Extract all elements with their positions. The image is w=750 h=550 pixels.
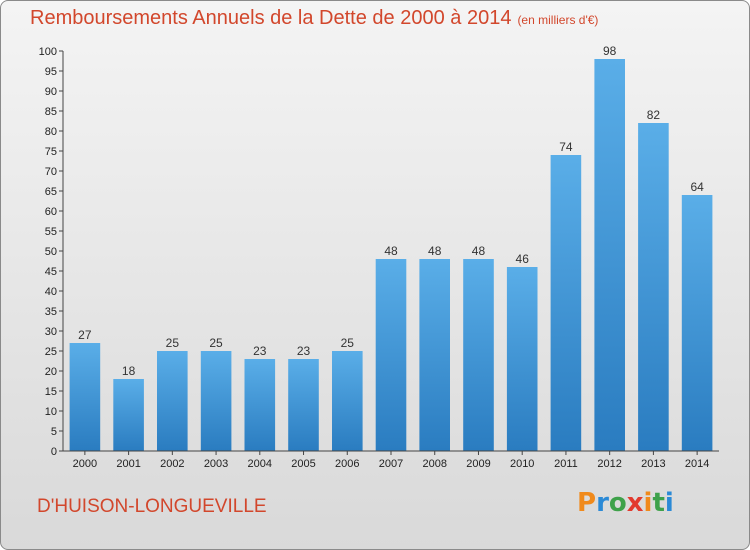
y-tick-label: 80 (45, 126, 57, 138)
bar-value-label: 25 (209, 336, 223, 350)
y-tick-label: 0 (51, 446, 57, 458)
y-tick-label: 60 (45, 206, 57, 218)
y-tick-label: 45 (45, 266, 57, 278)
chart-subtitle: (en milliers d'€) (517, 13, 599, 27)
x-tick-label: 2014 (685, 458, 709, 470)
bar-2010 (506, 267, 538, 451)
y-tick-label: 20 (45, 366, 57, 378)
bar-value-label: 27 (78, 328, 92, 342)
bar-value-label: 48 (384, 244, 398, 258)
x-axis: 2000 2001 2002 2003 2004 2005 2006 2007 2008 2009… (63, 450, 719, 470)
y-tick-label: 25 (45, 346, 57, 358)
x-tick-label: 2006 (335, 458, 359, 470)
bar-value-label: 25 (341, 336, 355, 350)
chart-title-text: Remboursements Annuels de la Dette de 20… (30, 7, 512, 29)
y-tick-label: 65 (45, 186, 57, 198)
bar-value-label: 82 (647, 108, 661, 122)
bar-2007 (375, 259, 407, 451)
y-tick-label: 35 (45, 306, 57, 318)
bar-value-label: 48 (428, 244, 442, 258)
y-tick-label: 30 (45, 326, 57, 338)
y-tick-label: 50 (45, 246, 57, 258)
bar-value-label: 25 (166, 336, 180, 350)
y-tick-label: 95 (45, 66, 57, 78)
bar-value-label: 46 (516, 252, 530, 266)
bar-value-label: 18 (122, 364, 136, 378)
bars-group: 27 18 25 25 23 23 25 48 48 48 46 74 98 82 64 (69, 44, 713, 451)
chart-title: Remboursements Annuels de la Dette de 20… (30, 7, 598, 30)
bar-2006 (332, 351, 363, 451)
x-tick-label: 2013 (641, 458, 665, 470)
bar-2005 (288, 359, 319, 451)
bar-value-label: 23 (297, 344, 311, 358)
bar-2012 (594, 59, 625, 451)
bar-2008 (419, 259, 450, 451)
bar-2002 (157, 351, 188, 451)
proxiti-logo: Proxiti (577, 488, 674, 518)
bar-value-label: 74 (559, 140, 573, 154)
x-tick-label: 2004 (248, 458, 272, 470)
x-tick-label: 2010 (510, 458, 534, 470)
x-tick-label: 2009 (466, 458, 490, 470)
y-tick-label: 70 (45, 166, 57, 178)
y-tick-label: 5 (51, 426, 57, 438)
bar-2013 (638, 123, 669, 451)
bar-2000 (69, 343, 101, 451)
bar-2014 (681, 195, 713, 451)
bar-2003 (200, 351, 232, 451)
bar-value-label: 98 (603, 44, 617, 58)
bar-value-label: 23 (253, 344, 267, 358)
y-tick-label: 100 (39, 46, 57, 58)
bar-2009 (463, 259, 494, 451)
x-tick-label: 2008 (422, 458, 446, 470)
x-tick-label: 2011 (554, 458, 578, 470)
bar-value-label: 64 (690, 180, 704, 194)
y-tick-label: 85 (45, 106, 57, 118)
bar-2001 (113, 379, 144, 451)
y-tick-label: 55 (45, 226, 57, 238)
x-tick-label: 2007 (379, 458, 403, 470)
y-axis: 0 5 10 15 20 25 30 35 40 45 50 55 60 65 70 75 80 85 90 95 10… (39, 46, 64, 458)
x-tick-label: 2005 (291, 458, 315, 470)
bar-2011 (550, 155, 582, 451)
x-tick-label: 2012 (597, 458, 621, 470)
x-tick-label: 2003 (204, 458, 228, 470)
y-tick-label: 90 (45, 86, 57, 98)
x-tick-label: 2002 (160, 458, 184, 470)
x-tick-label: 2000 (73, 458, 97, 470)
bar-value-label: 48 (472, 244, 486, 258)
y-tick-label: 10 (45, 406, 57, 418)
y-tick-label: 40 (45, 286, 57, 298)
town-name: D'HUISON-LONGUEVILLE (37, 496, 267, 517)
y-tick-label: 75 (45, 146, 57, 158)
y-tick-label: 15 (45, 386, 57, 398)
bar-2004 (244, 359, 276, 451)
x-tick-label: 2001 (116, 458, 140, 470)
